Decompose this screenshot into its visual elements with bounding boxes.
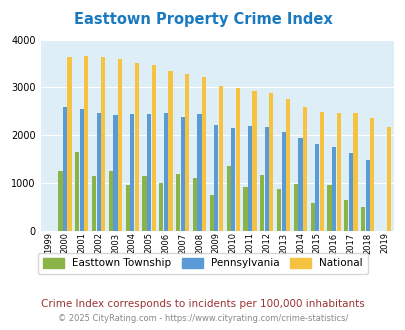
Bar <box>264 127 268 231</box>
Bar <box>247 126 252 231</box>
Bar <box>365 160 369 231</box>
Bar <box>269 93 273 231</box>
Bar <box>75 152 79 231</box>
Bar <box>352 113 357 231</box>
Bar <box>293 184 297 231</box>
Bar <box>209 195 213 231</box>
Bar <box>230 128 235 231</box>
Text: Easttown Property Crime Index: Easttown Property Crime Index <box>73 12 332 26</box>
Bar <box>168 71 172 231</box>
Text: Crime Index corresponds to incidents per 100,000 inhabitants: Crime Index corresponds to incidents per… <box>41 299 364 309</box>
Bar <box>197 114 201 231</box>
Bar <box>348 153 352 231</box>
Bar <box>176 174 180 231</box>
Bar <box>276 189 281 231</box>
Bar <box>319 112 323 231</box>
Bar <box>331 147 335 231</box>
Bar <box>92 177 96 231</box>
Bar <box>327 185 331 231</box>
Bar <box>202 77 206 231</box>
Bar <box>343 200 347 231</box>
Bar <box>235 88 239 231</box>
Bar <box>84 56 88 231</box>
Bar <box>180 116 184 231</box>
Bar <box>386 127 390 231</box>
Bar <box>252 91 256 231</box>
Bar <box>113 115 117 231</box>
Bar <box>130 114 134 231</box>
Bar <box>117 59 122 231</box>
Legend: Easttown Township, Pennsylvania, National: Easttown Township, Pennsylvania, Nationa… <box>38 253 367 274</box>
Bar <box>218 85 222 231</box>
Bar <box>310 203 314 231</box>
Bar <box>192 178 196 231</box>
Bar <box>134 63 139 231</box>
Bar <box>286 99 290 231</box>
Bar <box>159 183 163 231</box>
Bar <box>243 187 247 231</box>
Bar <box>226 166 230 231</box>
Bar <box>109 171 113 231</box>
Bar <box>101 57 105 231</box>
Bar <box>96 113 100 231</box>
Bar <box>63 107 67 231</box>
Bar <box>151 65 156 231</box>
Bar <box>214 125 218 231</box>
Bar <box>163 113 168 231</box>
Bar <box>314 145 319 231</box>
Bar <box>360 207 364 231</box>
Bar <box>336 113 340 231</box>
Bar <box>185 74 189 231</box>
Bar <box>302 107 306 231</box>
Text: © 2025 CityRating.com - https://www.cityrating.com/crime-statistics/: © 2025 CityRating.com - https://www.city… <box>58 314 347 323</box>
Bar <box>260 175 264 231</box>
Bar <box>281 132 285 231</box>
Bar <box>58 171 62 231</box>
Bar <box>142 177 146 231</box>
Bar <box>298 138 302 231</box>
Bar <box>369 118 373 231</box>
Bar <box>147 114 151 231</box>
Bar <box>125 185 130 231</box>
Bar <box>67 57 71 231</box>
Bar <box>79 109 84 231</box>
